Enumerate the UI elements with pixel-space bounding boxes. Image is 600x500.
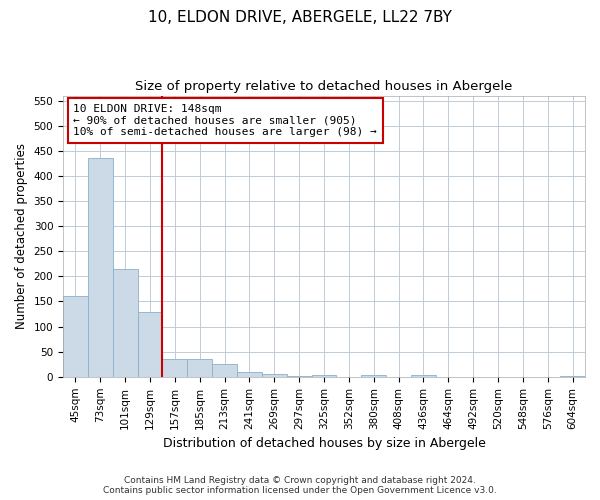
Bar bbox=[361, 375, 386, 377]
Bar bbox=[113, 269, 137, 377]
Bar bbox=[212, 364, 237, 377]
Bar bbox=[163, 359, 187, 377]
Bar bbox=[237, 372, 262, 377]
Bar bbox=[311, 376, 337, 377]
Bar bbox=[88, 158, 113, 377]
Bar bbox=[63, 296, 88, 377]
Text: 10 ELDON DRIVE: 148sqm
← 90% of detached houses are smaller (905)
10% of semi-de: 10 ELDON DRIVE: 148sqm ← 90% of detached… bbox=[73, 104, 377, 137]
X-axis label: Distribution of detached houses by size in Abergele: Distribution of detached houses by size … bbox=[163, 437, 485, 450]
Bar bbox=[137, 312, 163, 377]
Bar bbox=[187, 359, 212, 377]
Text: Contains HM Land Registry data © Crown copyright and database right 2024.
Contai: Contains HM Land Registry data © Crown c… bbox=[103, 476, 497, 495]
Bar bbox=[262, 374, 287, 377]
Title: Size of property relative to detached houses in Abergele: Size of property relative to detached ho… bbox=[136, 80, 513, 93]
Y-axis label: Number of detached properties: Number of detached properties bbox=[15, 143, 28, 329]
Bar bbox=[411, 376, 436, 377]
Text: 10, ELDON DRIVE, ABERGELE, LL22 7BY: 10, ELDON DRIVE, ABERGELE, LL22 7BY bbox=[148, 10, 452, 25]
Bar bbox=[287, 376, 311, 377]
Bar bbox=[560, 376, 585, 377]
